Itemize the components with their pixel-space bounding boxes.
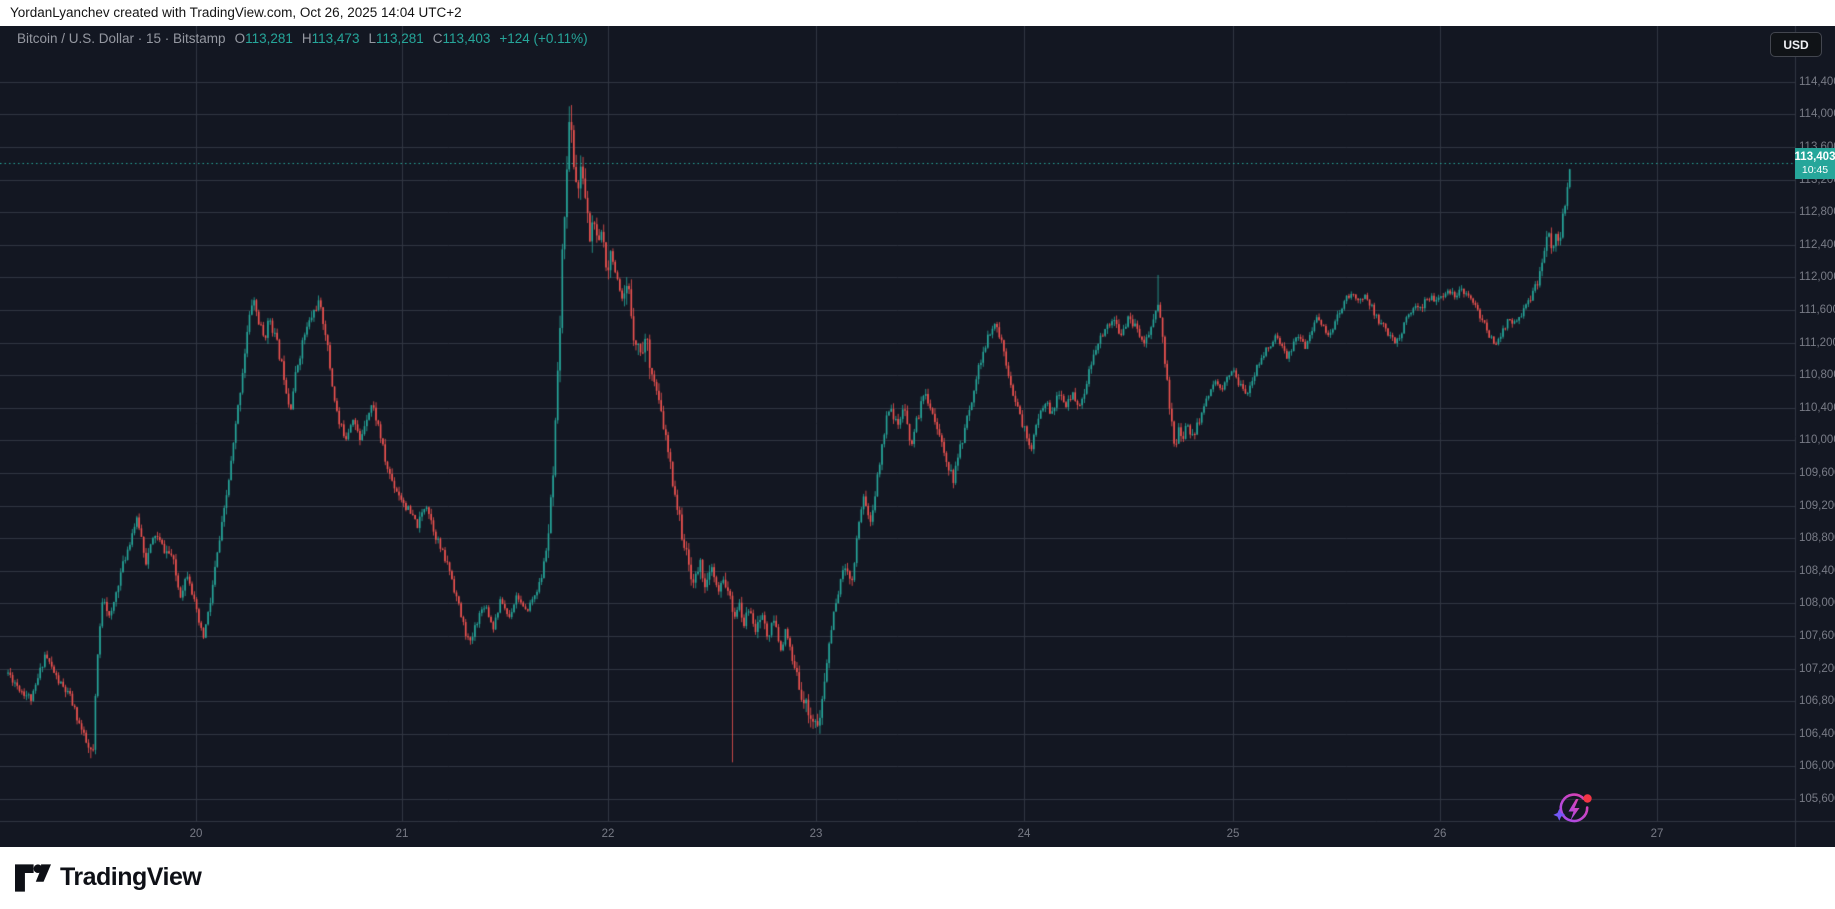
time-scale-label: 25: [1226, 828, 1240, 840]
tradingview-logo: TradingView: [15, 863, 202, 892]
tradingview-logo-icon: [15, 863, 51, 892]
last-price-marker: 113,403 10:45: [1794, 148, 1835, 180]
price-scale-label: 112,000: [1799, 271, 1835, 284]
low-value: L113,281: [368, 31, 424, 46]
open-value: O113,281: [234, 31, 293, 46]
price-scale-label: 110,000: [1799, 434, 1835, 447]
price-scale-label: 112,400: [1799, 238, 1835, 251]
time-scale-label: 22: [601, 828, 615, 840]
price-scale-label: 112,800: [1799, 206, 1835, 219]
price-scale-label: 109,200: [1799, 499, 1835, 512]
price-scale-label: 111,600: [1799, 304, 1835, 316]
price-scale-label: 106,000: [1799, 760, 1835, 773]
price-scale-label: 108,400: [1799, 564, 1835, 577]
price-scale-label: 108,800: [1799, 532, 1835, 545]
time-scale-label: 21: [395, 828, 409, 840]
attribution-text: YordanLyanchev created with TradingView.…: [10, 5, 462, 20]
tradingview-wordmark: TradingView: [60, 863, 202, 891]
footer-bar: TradingView: [0, 847, 1835, 909]
time-scale-label: 20: [189, 828, 203, 840]
price-scale-label: 105,600: [1799, 793, 1835, 805]
attribution-bar: YordanLyanchev created with TradingView.…: [0, 0, 1835, 26]
price-scale-label: 111,200: [1799, 336, 1835, 349]
price-scale-label: 107,200: [1799, 662, 1835, 675]
price-scale-label: 114,400: [1799, 75, 1835, 88]
close-value: C113,403: [432, 31, 491, 46]
symbol-title: Bitcoin / U.S. Dollar · 15 · Bitstamp: [17, 31, 226, 46]
price-scale-label: 110,800: [1799, 369, 1835, 382]
time-scale-label: 23: [809, 828, 823, 840]
candle-countdown: 10:45: [1801, 164, 1829, 177]
price-scale-label: 106,800: [1799, 695, 1835, 708]
symbol-legend[interactable]: Bitcoin / U.S. Dollar · 15 · Bitstamp O1…: [17, 31, 588, 46]
last-price-value: 113,403: [1794, 150, 1835, 163]
candlestick-canvas[interactable]: [0, 26, 1835, 847]
price-scale-label: 107,600: [1799, 630, 1835, 642]
price-scale-label: 114,000: [1799, 108, 1835, 121]
high-value: H113,473: [301, 31, 360, 46]
change-value: +124 (+0.11%): [499, 31, 588, 46]
price-scale-label: 106,400: [1799, 727, 1835, 740]
time-scale-label: 27: [1650, 828, 1664, 840]
chart-region[interactable]: Bitcoin / U.S. Dollar · 15 · Bitstamp O1…: [0, 26, 1835, 847]
time-scale-label: 26: [1433, 828, 1447, 840]
price-scale-label: 110,400: [1799, 401, 1835, 414]
time-scale-label: 24: [1017, 828, 1031, 840]
currency-toggle-button[interactable]: USD: [1770, 32, 1822, 57]
price-scale-label: 109,600: [1799, 467, 1835, 479]
price-scale-label: 108,000: [1799, 597, 1835, 610]
tradingview-watermark-icon: [1550, 786, 1598, 834]
